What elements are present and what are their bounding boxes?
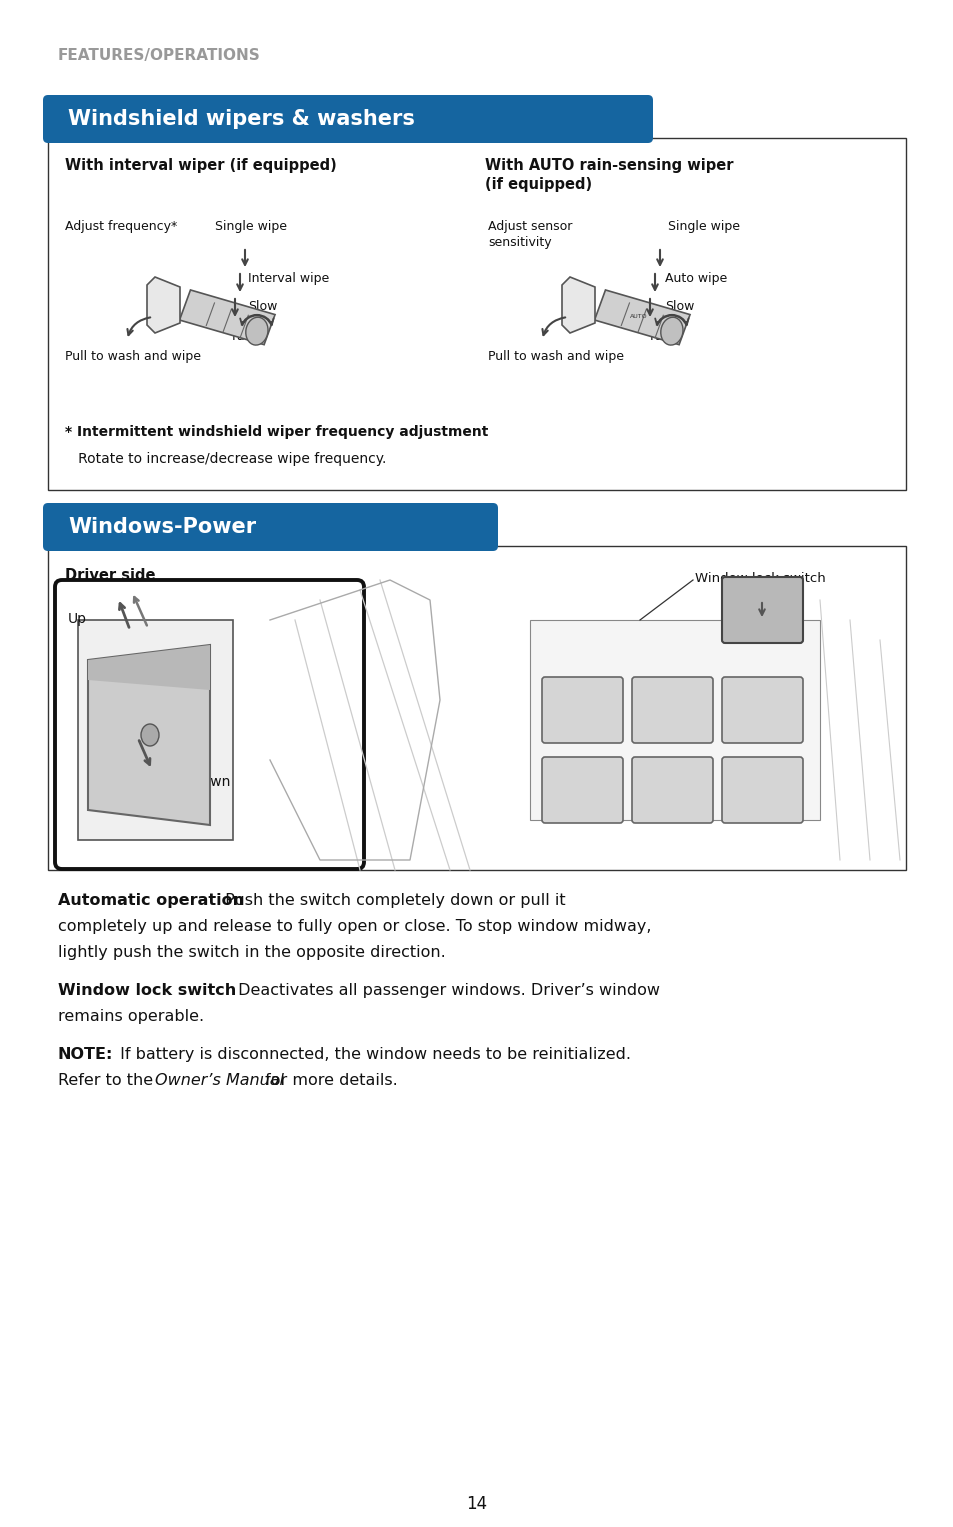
FancyBboxPatch shape <box>631 676 712 744</box>
Text: AUTO: AUTO <box>629 315 647 319</box>
Text: Adjust sensor
sensitivity: Adjust sensor sensitivity <box>488 220 572 249</box>
Text: If battery is disconnected, the window needs to be reinitialized.: If battery is disconnected, the window n… <box>115 1048 630 1061</box>
Ellipse shape <box>660 318 682 345</box>
Polygon shape <box>594 290 689 345</box>
Polygon shape <box>147 276 180 333</box>
Text: Down: Down <box>192 776 232 789</box>
Text: Deactivates all passenger windows. Driver’s window: Deactivates all passenger windows. Drive… <box>233 983 659 999</box>
Bar <box>530 620 820 820</box>
Text: Auto wipe: Auto wipe <box>664 272 726 286</box>
Text: NOTE:: NOTE: <box>58 1048 113 1061</box>
Polygon shape <box>88 644 210 690</box>
Text: Window lock switch: Window lock switch <box>695 573 825 585</box>
Text: With interval wiper (if equipped): With interval wiper (if equipped) <box>65 157 336 173</box>
Bar <box>48 547 905 870</box>
Text: Automatic operation: Automatic operation <box>58 893 244 909</box>
FancyBboxPatch shape <box>721 757 802 823</box>
FancyBboxPatch shape <box>55 580 364 869</box>
Text: With AUTO rain-sensing wiper
(if equipped): With AUTO rain-sensing wiper (if equippe… <box>484 157 733 192</box>
Text: Adjust frequency*: Adjust frequency* <box>65 220 177 234</box>
Text: Pull to wash and wipe: Pull to wash and wipe <box>488 350 623 363</box>
Ellipse shape <box>141 724 159 747</box>
Text: Windows-Power: Windows-Power <box>68 518 255 538</box>
Text: Fast: Fast <box>649 330 675 344</box>
Text: Single wipe: Single wipe <box>667 220 740 234</box>
Text: Refer to the: Refer to the <box>58 1073 158 1089</box>
Polygon shape <box>88 644 210 825</box>
Text: completely up and release to fully open or close. To stop window midway,: completely up and release to fully open … <box>58 919 651 935</box>
Polygon shape <box>179 290 274 345</box>
FancyBboxPatch shape <box>721 676 802 744</box>
Text: Driver side: Driver side <box>65 568 155 583</box>
Text: Owner’s Manual: Owner’s Manual <box>154 1073 284 1089</box>
Text: 14: 14 <box>466 1495 487 1513</box>
Text: Up: Up <box>68 612 87 626</box>
FancyBboxPatch shape <box>43 95 652 144</box>
Text: Windshield wipers & washers: Windshield wipers & washers <box>68 108 415 128</box>
Text: Rotate to increase/decrease wipe frequency.: Rotate to increase/decrease wipe frequen… <box>65 452 386 466</box>
FancyBboxPatch shape <box>541 676 622 744</box>
Text: lightly push the switch in the opposite direction.: lightly push the switch in the opposite … <box>58 945 445 960</box>
FancyBboxPatch shape <box>43 502 497 551</box>
FancyBboxPatch shape <box>631 757 712 823</box>
Text: Interval wipe: Interval wipe <box>248 272 329 286</box>
Text: Push the switch completely down or pull it: Push the switch completely down or pull … <box>220 893 565 909</box>
Polygon shape <box>561 276 595 333</box>
Bar <box>78 620 233 840</box>
Text: remains operable.: remains operable. <box>58 1009 204 1025</box>
Text: FEATURES/OPERATIONS: FEATURES/OPERATIONS <box>58 47 260 63</box>
FancyBboxPatch shape <box>541 757 622 823</box>
Text: Slow: Slow <box>664 299 694 313</box>
Text: Single wipe: Single wipe <box>214 220 287 234</box>
Text: * Intermittent windshield wiper frequency adjustment: * Intermittent windshield wiper frequenc… <box>65 425 488 438</box>
Text: Slow: Slow <box>248 299 277 313</box>
Text: for more details.: for more details. <box>260 1073 397 1089</box>
Text: Window lock switch: Window lock switch <box>58 983 236 999</box>
Text: Pull to wash and wipe: Pull to wash and wipe <box>65 350 201 363</box>
Ellipse shape <box>246 318 268 345</box>
Text: Fast: Fast <box>232 330 257 344</box>
FancyBboxPatch shape <box>721 577 802 643</box>
Bar <box>48 137 905 490</box>
